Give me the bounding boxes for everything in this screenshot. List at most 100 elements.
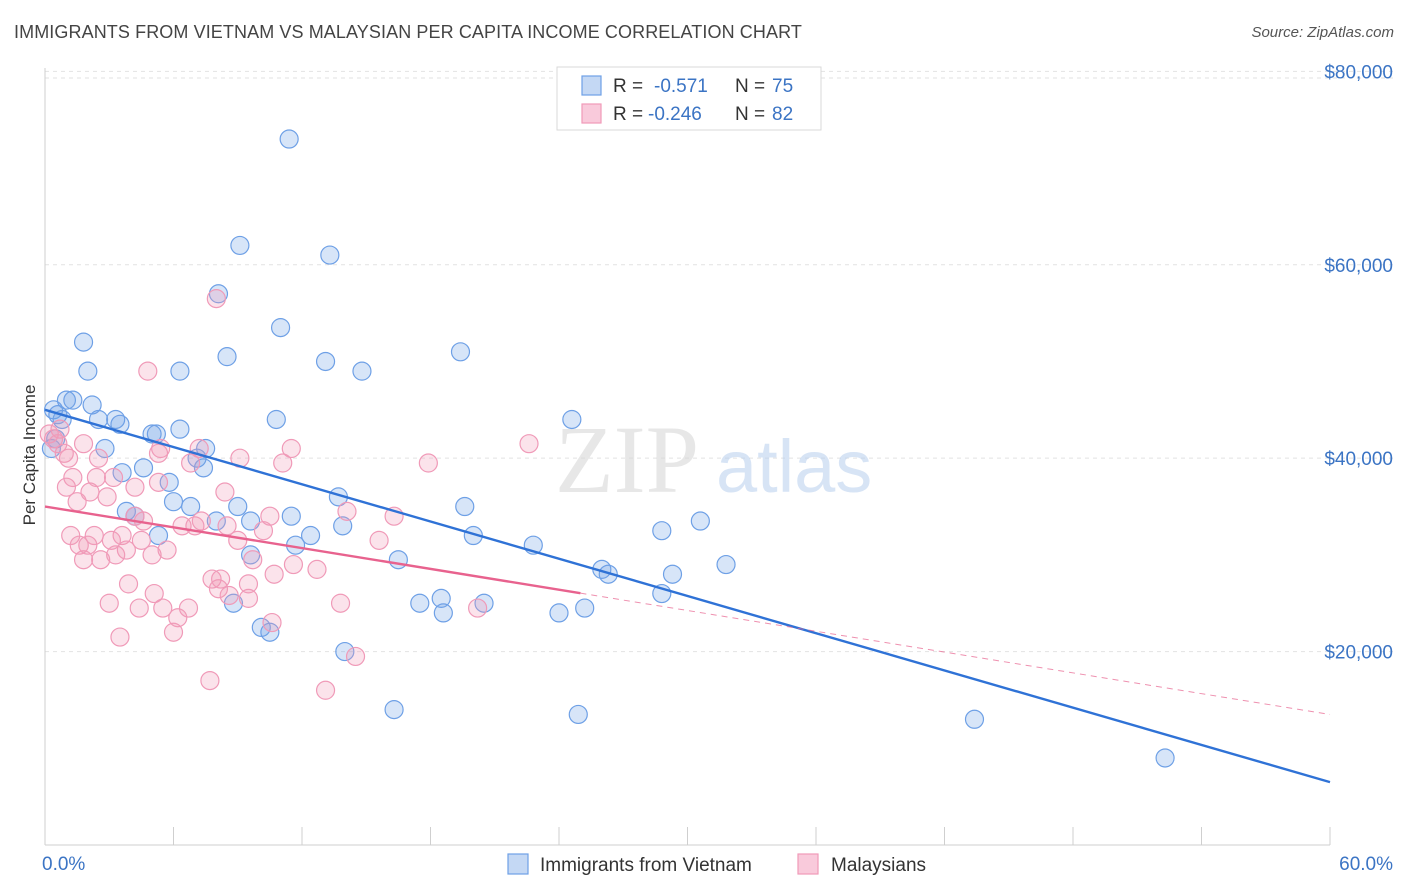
malaysians-point (129, 598, 149, 618)
series-legend-swatch-malaysians (797, 853, 819, 875)
series-legend: Immigrants from Vietnam Malaysians (507, 853, 926, 876)
malaysians-point (88, 448, 109, 468)
malaysians-point (369, 530, 389, 550)
malaysians-point (228, 530, 248, 550)
malaysians-point (337, 501, 357, 521)
malaysians-point (50, 419, 70, 439)
chart-title: IMMIGRANTS FROM VIETNAM VS MALAYSIAN PER… (14, 22, 802, 42)
vietnam-point (410, 593, 430, 613)
malaysians-point (148, 472, 169, 492)
y-tick-labels: $20,000 $40,000 $60,000 $80,000 (1324, 62, 1393, 663)
legend-n-value-2: 82 (772, 104, 793, 125)
malaysians-point (73, 434, 94, 454)
legend-n-label-2: N = (735, 104, 765, 125)
vietnam-point (95, 438, 115, 459)
vietnam-point (662, 564, 683, 584)
vietnam-point (228, 496, 248, 517)
vietnam-point (208, 284, 229, 304)
malaysians-point (157, 540, 177, 560)
malaysians-point (418, 453, 438, 473)
vietnam-point (1155, 748, 1175, 768)
malaysians-point (144, 583, 164, 604)
vietnam-point (56, 390, 77, 410)
malaysians-point (191, 511, 211, 531)
malaysians-point (125, 477, 145, 497)
watermark: ZIP atlas (555, 406, 872, 513)
vietnam-point (230, 235, 250, 256)
vietnam-point (279, 129, 299, 149)
malaysians-point (262, 612, 282, 633)
y-axis-title: Per Capita Income (20, 385, 39, 526)
vietnam-point (217, 347, 237, 367)
vietnam-point (315, 351, 336, 372)
legend-swatch-pink (581, 103, 602, 124)
malaysians-point (330, 593, 351, 613)
malaysians-point (116, 540, 136, 560)
malaysians-point (345, 646, 366, 667)
malaysians-point (273, 453, 293, 473)
source-credit: Source: ZipAtlas.com (1251, 24, 1394, 41)
series-legend-swatch-vietnam (507, 853, 529, 875)
malaysians-point (264, 564, 284, 584)
malaysians-point (211, 569, 231, 589)
vietnam-point (388, 550, 408, 570)
series-malaysians-points (39, 289, 539, 700)
vietnam-point (575, 598, 595, 618)
vietnam-point (716, 554, 736, 575)
malaysians-point (281, 438, 301, 459)
malaysians-trend-extension (580, 592, 1331, 715)
malaysians-point (148, 443, 169, 463)
vietnam-point (384, 700, 404, 720)
malaysians-point (260, 506, 280, 526)
malaysians-point (91, 550, 111, 570)
malaysians-point (238, 574, 259, 594)
vietnam-point (281, 506, 301, 526)
vietnam-point (433, 603, 453, 623)
malaysians-point (86, 467, 107, 488)
vietnam-point (163, 492, 184, 512)
malaysians-point (243, 550, 263, 570)
malaysians-point (219, 585, 239, 606)
vietnam-point (690, 511, 710, 531)
malaysians-point (99, 593, 119, 613)
vietnam-point (455, 496, 475, 517)
malaysians-point (48, 434, 68, 454)
series-vietnam-points (41, 129, 1175, 768)
vietnam-point (964, 709, 985, 729)
vietnam-point (549, 603, 569, 623)
y-tick-label: $20,000 (1324, 643, 1393, 664)
vietnam-point (450, 342, 471, 362)
malaysians-point (153, 598, 173, 618)
malaysians-point (101, 530, 121, 550)
malaysians-point (97, 487, 117, 507)
vietnam-point (181, 496, 201, 517)
malaysians-point (56, 477, 77, 497)
legend-r-value-1: -0.571 (654, 76, 708, 97)
malaysians-point (103, 467, 124, 488)
malaysians-point (78, 535, 98, 555)
vietnam-point (300, 525, 321, 546)
vietnam-point (193, 458, 214, 478)
malaysians-point (63, 467, 83, 488)
vietnam-point (431, 588, 451, 608)
malaysians-point (84, 525, 104, 546)
series-legend-label-malaysians: Malaysians (831, 855, 926, 876)
malaysians-point (106, 545, 126, 565)
malaysians-trend-line (44, 505, 581, 595)
malaysians-point (238, 588, 259, 608)
malaysians-point (118, 574, 139, 594)
x-tick-label-start: 0.0% (42, 854, 85, 875)
vietnam-point (335, 641, 355, 662)
y-tick-label: $40,000 (1324, 449, 1393, 470)
legend-n-label-1: N = (735, 76, 765, 97)
y-tick-label: $60,000 (1324, 256, 1393, 277)
vietnam-point (133, 458, 154, 478)
vietnam-point (73, 332, 94, 352)
trend-lines (44, 408, 1331, 784)
watermark-atlas: atlas (716, 425, 872, 508)
y-tick-label: $80,000 (1324, 62, 1393, 83)
malaysians-point (73, 550, 94, 570)
malaysians-point (519, 434, 539, 454)
legend-n-value-1: 75 (772, 76, 793, 97)
malaysians-point (315, 680, 336, 700)
